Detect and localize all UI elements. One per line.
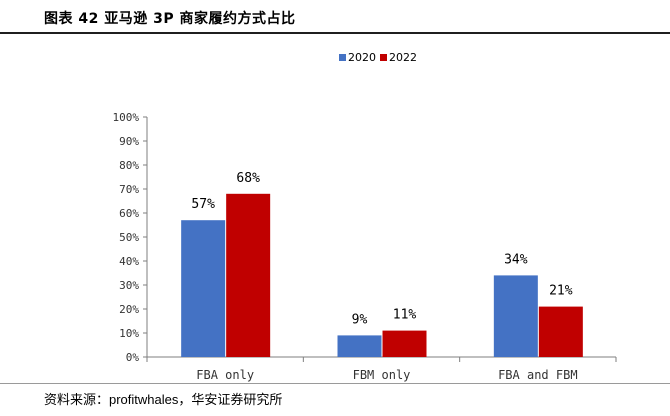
- y-tick-label: 0%: [126, 351, 140, 364]
- legend-item-2022: 2022: [380, 51, 417, 64]
- legend-label-2022: 2022: [389, 51, 417, 64]
- legend-item-2020: 2020: [339, 51, 376, 64]
- bar-2020-fba-only: [181, 220, 226, 357]
- data-label: 57%: [191, 197, 215, 212]
- data-label: 34%: [504, 252, 528, 267]
- y-tick-label: 60%: [119, 207, 139, 220]
- y-tick-label: 90%: [119, 135, 139, 148]
- legend: 2020 2022: [339, 51, 421, 64]
- data-label: 68%: [236, 171, 260, 186]
- y-tick-label: 10%: [119, 327, 139, 340]
- title-bar: 图表 42 亚马逊 3P 商家履约方式占比: [0, 0, 670, 34]
- legend-swatch-2020: [339, 54, 346, 61]
- x-tick-label: FBA only: [196, 368, 254, 382]
- data-label: 11%: [393, 308, 417, 323]
- bar-2022-fbm-only: [382, 330, 427, 357]
- y-tick-label: 70%: [119, 183, 139, 196]
- y-tick-label: 50%: [119, 231, 139, 244]
- bar-2022-fba-and-fbm: [538, 306, 583, 357]
- legend-swatch-2022: [380, 54, 387, 61]
- y-tick-label: 40%: [119, 255, 139, 268]
- bar-2020-fba-and-fbm: [493, 275, 538, 357]
- y-tick-label: 30%: [119, 279, 139, 292]
- source-bar: 资料来源：profitwhales，华安证券研究所: [0, 383, 670, 416]
- source-note: 资料来源：profitwhales，华安证券研究所: [44, 392, 283, 407]
- x-tick-label: FBA and FBM: [498, 368, 577, 382]
- legend-label-2020: 2020: [348, 51, 376, 64]
- bar-2020-fbm-only: [337, 335, 382, 357]
- x-tick-label: FBM only: [353, 368, 411, 382]
- data-label: 9%: [352, 312, 368, 327]
- y-tick-label: 100%: [113, 111, 140, 124]
- y-tick-label: 20%: [119, 303, 139, 316]
- data-label: 21%: [549, 284, 573, 299]
- y-tick-label: 80%: [119, 159, 139, 172]
- bar-2022-fba-only: [226, 193, 271, 357]
- chart-title: 图表 42 亚马逊 3P 商家履约方式占比: [44, 11, 296, 27]
